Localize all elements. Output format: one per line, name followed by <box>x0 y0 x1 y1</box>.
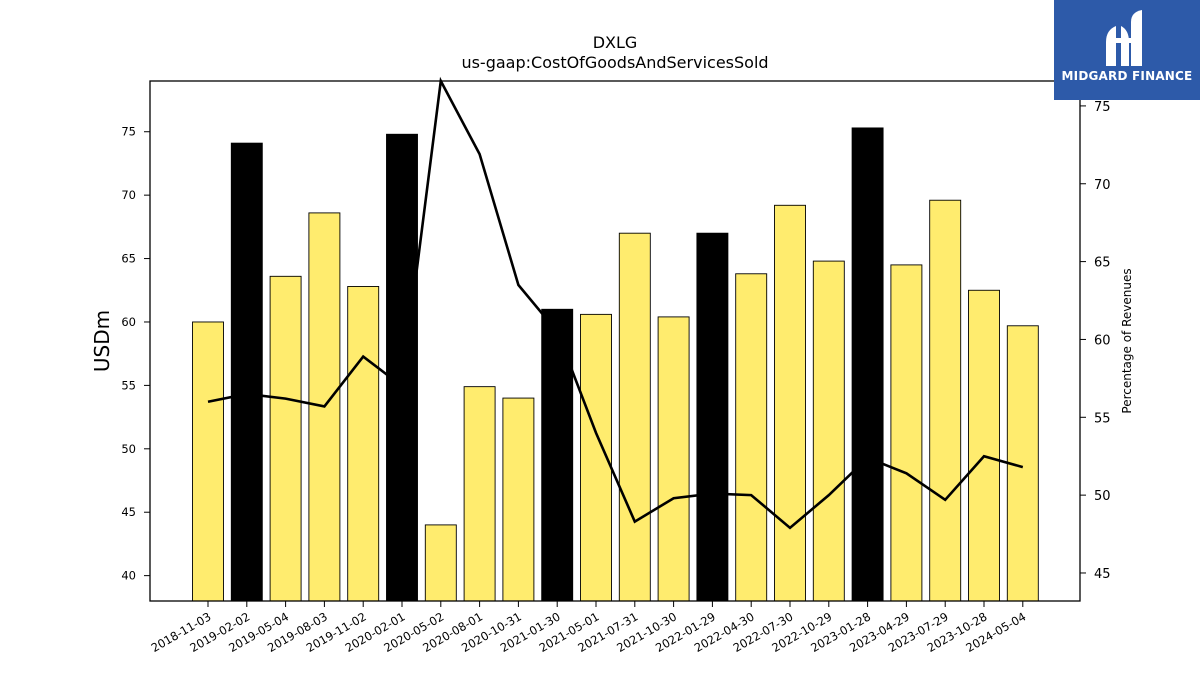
y-tick-label: 65 <box>121 252 136 266</box>
y-tick-label: 60 <box>121 315 136 329</box>
y-tick-label: 40 <box>121 569 136 583</box>
bar-2020-08-01 <box>463 386 496 602</box>
right-tick-label: 50 <box>1094 489 1111 504</box>
bar-2020-10-31 <box>502 397 535 602</box>
bar-2020-02-01 <box>386 133 418 602</box>
bar-2022-07-30 <box>774 204 806 602</box>
y-tick-label: 50 <box>121 442 136 456</box>
right-axis: 45 50 55 60 65 70 75 <box>1080 100 1111 582</box>
plot-frame <box>149 80 1081 602</box>
right-tick-label: 45 <box>1094 567 1111 582</box>
right-axis-label: Percentage of Revenues <box>1120 268 1134 413</box>
right-tick-label: 75 <box>1094 100 1111 115</box>
chart-title: DXLG <box>593 33 638 52</box>
y-tick-label: 55 <box>121 378 136 392</box>
bar-2023-10-28 <box>968 289 1000 602</box>
bar-2019-02-02 <box>230 142 263 602</box>
bar-2023-07-29 <box>929 199 962 602</box>
right-tick-label: 65 <box>1094 256 1111 271</box>
bar-2021-10-30 <box>657 316 690 602</box>
midgard-finance-logo: MIDGARD FINANCE <box>1054 0 1200 100</box>
bar-2022-01-29 <box>696 232 729 602</box>
bar-2022-04-30 <box>735 273 768 602</box>
logo-mark-icon <box>1106 10 1142 66</box>
bar-2019-05-04 <box>269 275 302 602</box>
y-tick-label: 70 <box>121 188 136 202</box>
percentage-line <box>207 76 1024 530</box>
y-tick-label: 45 <box>121 505 136 519</box>
right-tick-label: 70 <box>1094 178 1111 193</box>
bar-2021-07-31 <box>618 232 651 602</box>
bar-2021-01-30 <box>541 308 574 602</box>
logo-text: MIDGARD FINANCE <box>1061 69 1193 83</box>
y-tick-label: 75 <box>121 125 136 139</box>
bars-group <box>192 127 1039 602</box>
y-axis-label: USDm <box>90 310 114 372</box>
bar-2023-01-28 <box>851 127 884 602</box>
bar-2022-10-29 <box>812 260 845 602</box>
bar-2023-04-29 <box>890 264 923 602</box>
bar-2020-05-02 <box>424 524 457 602</box>
x-axis: 2018-11-032019-02-022019-05-042019-08-03… <box>149 601 1028 655</box>
bar-2019-11-02 <box>347 286 380 602</box>
left-axis: 40 45 50 55 60 65 70 75 <box>121 125 150 583</box>
chart-subtitle: us-gaap:CostOfGoodsAndServicesSold <box>461 53 768 72</box>
right-tick-label: 60 <box>1094 333 1111 348</box>
right-tick-label: 55 <box>1094 411 1111 426</box>
bar-2018-11-03 <box>192 321 224 602</box>
